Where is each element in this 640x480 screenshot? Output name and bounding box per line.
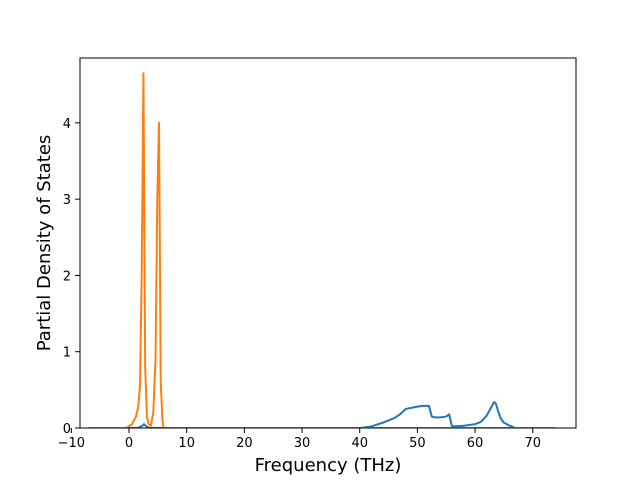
plot-area bbox=[88, 72, 556, 428]
x-tick-label: 0 bbox=[125, 436, 133, 451]
series-2-line bbox=[88, 72, 556, 428]
x-tick-label: 30 bbox=[294, 436, 311, 451]
x-axis-label: Frequency (THz) bbox=[255, 455, 402, 476]
y-axis-label: Partial Density of States bbox=[34, 135, 55, 352]
x-tick-label: 20 bbox=[236, 436, 253, 451]
x-tick-label: 50 bbox=[409, 436, 426, 451]
y-tick-label: 3 bbox=[63, 193, 71, 208]
y-tick-label: 0 bbox=[63, 422, 71, 437]
x-tick-label: 40 bbox=[351, 436, 368, 451]
y-tick-label: 1 bbox=[63, 346, 71, 361]
y-tick-label: 2 bbox=[63, 269, 71, 284]
y-tick-label: 4 bbox=[63, 117, 71, 132]
x-tick-label: 10 bbox=[178, 436, 195, 451]
axes-frame bbox=[79, 57, 577, 429]
x-tick-label: 60 bbox=[467, 436, 484, 451]
series-1-line bbox=[88, 401, 556, 428]
x-tick-label: 70 bbox=[524, 436, 541, 451]
x-tick-label: −10 bbox=[58, 436, 85, 451]
